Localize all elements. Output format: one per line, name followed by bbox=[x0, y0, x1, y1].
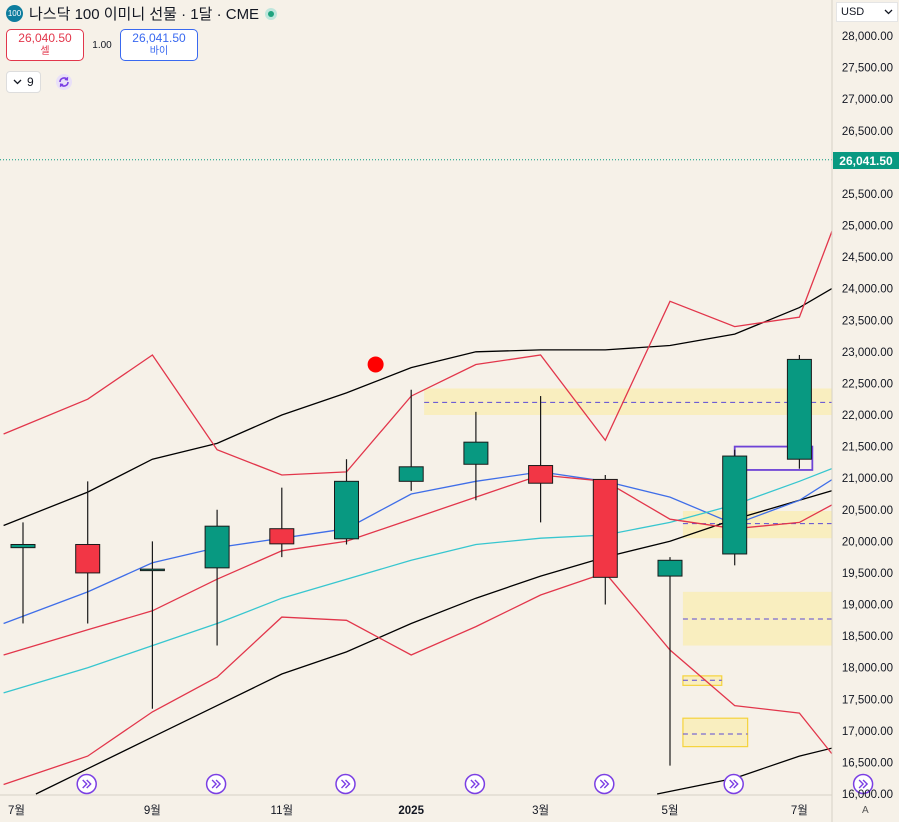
candle-body-12 bbox=[786, 358, 812, 460]
currency-select[interactable]: USD bbox=[836, 2, 898, 22]
refresh-icon[interactable] bbox=[55, 73, 73, 91]
indicators-toggle[interactable]: 9 bbox=[6, 71, 41, 93]
last-price-tag: 26,041.50 bbox=[833, 152, 899, 169]
indicators-count: 9 bbox=[27, 75, 34, 89]
candle-body-8 bbox=[528, 465, 554, 484]
candle-body-0 bbox=[10, 543, 36, 549]
indicator-line-1 bbox=[35, 490, 832, 795]
indicator-line-7 bbox=[3, 572, 832, 786]
price-tick-label: 17,500.00 bbox=[842, 694, 893, 706]
candle-body-6 bbox=[398, 466, 424, 482]
candle-body-7 bbox=[463, 441, 489, 465]
price-tick-label: 19,000.00 bbox=[842, 600, 893, 612]
price-tick-label: 24,000.00 bbox=[842, 284, 893, 296]
indicator-line-0 bbox=[3, 287, 832, 527]
indicator-line-6 bbox=[3, 229, 832, 476]
candle-body-11 bbox=[722, 455, 748, 555]
price-tick-label: 25,500.00 bbox=[842, 189, 893, 201]
price-tick-label: 26,500.00 bbox=[842, 126, 893, 138]
sell-label: 셀 bbox=[40, 46, 50, 57]
time-tick-label: 7월 bbox=[8, 804, 25, 817]
trade-panel: 26,040.50 셀 1.00 26,041.50 바이 bbox=[6, 29, 198, 61]
price-tick-label: 23,000.00 bbox=[842, 347, 893, 359]
price-tick-label: 27,000.00 bbox=[842, 94, 893, 106]
price-tick-label: 19,500.00 bbox=[842, 568, 893, 580]
price-tick-label: 23,500.00 bbox=[842, 315, 893, 327]
time-tick-label: 7월 bbox=[791, 804, 808, 817]
event-marker-glyph bbox=[211, 779, 222, 789]
indicator-line-5 bbox=[3, 474, 832, 656]
buy-label: 바이 bbox=[149, 46, 169, 57]
candle-body-3 bbox=[204, 525, 230, 569]
price-tick-label: 22,500.00 bbox=[842, 378, 893, 390]
price-tick-label: 27,500.00 bbox=[842, 63, 893, 75]
chevron-down-icon bbox=[884, 9, 893, 15]
time-tick-label: 9월 bbox=[144, 804, 161, 817]
chevron-down-icon bbox=[13, 79, 22, 85]
chart-header: 100 나스닥 100 이미니 선물 · 1달 · CME bbox=[6, 3, 278, 24]
currency-value: USD bbox=[841, 6, 865, 18]
event-marker-glyph bbox=[599, 779, 610, 789]
price-tick-label: 17,000.00 bbox=[842, 726, 893, 738]
plot-area[interactable] bbox=[0, 17, 899, 795]
time-tick-label: 3월 bbox=[532, 804, 549, 817]
time-tick-label: 5월 bbox=[662, 804, 679, 817]
price-tick-label: 20,500.00 bbox=[842, 505, 893, 517]
price-tick-label: 22,000.00 bbox=[842, 410, 893, 422]
indicator-line-3 bbox=[3, 471, 832, 625]
zone-4 bbox=[682, 717, 749, 748]
event-marker-glyph bbox=[729, 779, 739, 789]
price-tick-label: 21,000.00 bbox=[842, 473, 893, 485]
auto-scale-button[interactable]: A bbox=[862, 805, 869, 816]
buy-button[interactable]: 26,041.50 바이 bbox=[120, 29, 198, 61]
buy-price: 26,041.50 bbox=[132, 31, 186, 45]
sell-button[interactable]: 26,040.50 셀 bbox=[6, 29, 84, 61]
time-tick-label: 2025 bbox=[398, 805, 424, 817]
price-tick-label: 18,500.00 bbox=[842, 631, 893, 643]
indicator-row: 9 bbox=[6, 71, 73, 93]
symbol-badge-icon: 100 bbox=[6, 5, 23, 22]
time-tick-label: 11월 bbox=[271, 804, 294, 817]
candle-body-9 bbox=[592, 478, 618, 578]
price-tick-label: 16,500.00 bbox=[842, 757, 893, 769]
sell-price: 26,040.50 bbox=[18, 31, 72, 45]
candle-body-10 bbox=[657, 559, 683, 577]
symbol-title[interactable]: 나스닥 100 이미니 선물 · 1달 · CME bbox=[29, 6, 260, 23]
price-tick-label: 28,000.00 bbox=[842, 31, 893, 43]
signal-dot bbox=[367, 356, 384, 373]
zone-0 bbox=[424, 388, 832, 415]
price-tick-label: 20,000.00 bbox=[842, 536, 893, 548]
box-1 bbox=[871, 300, 899, 308]
market-status-icon bbox=[265, 7, 278, 20]
price-tick-label: 18,000.00 bbox=[842, 663, 893, 675]
candle-body-4 bbox=[269, 528, 295, 545]
event-marker-glyph bbox=[858, 779, 869, 789]
price-tick-label: 16,000.00 bbox=[842, 789, 893, 801]
event-marker-glyph bbox=[82, 779, 92, 789]
price-tick-label: 25,000.00 bbox=[842, 221, 893, 233]
event-marker-glyph bbox=[341, 779, 351, 789]
indicator-line-4 bbox=[3, 467, 832, 694]
candle-body-2 bbox=[139, 568, 165, 572]
candle-body-1 bbox=[75, 543, 101, 574]
event-marker-glyph bbox=[470, 779, 480, 789]
spread-value: 1.00 bbox=[92, 39, 112, 51]
candle-body-5 bbox=[334, 480, 359, 540]
price-tick-label: 21,500.00 bbox=[842, 442, 893, 454]
price-tick-label: 24,500.00 bbox=[842, 252, 893, 264]
